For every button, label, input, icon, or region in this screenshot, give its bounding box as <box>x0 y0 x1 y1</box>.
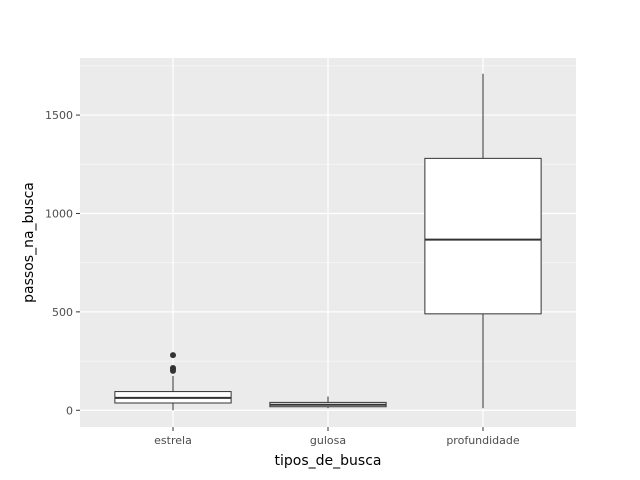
y-axis-title: passos_na_busca <box>21 182 37 303</box>
y-tick-label: 1500 <box>45 109 73 122</box>
box-body <box>424 157 542 315</box>
x-axis-title: tipos_de_busca <box>275 453 382 469</box>
x-tick-label-estrela: estrela <box>154 434 192 447</box>
axes: 0 500 1000 1500 estrela gulosa profundidade <box>45 109 520 447</box>
box-gulosa <box>269 396 387 409</box>
x-tick-label-profundidade: profundidade <box>446 434 520 447</box>
x-tick-label-gulosa: gulosa <box>310 434 346 447</box>
y-tick-label: 1000 <box>45 207 73 220</box>
box-estrela <box>114 352 232 411</box>
outlier-point <box>170 364 176 371</box>
outlier-point <box>170 352 176 359</box>
y-tick-label: 500 <box>52 306 73 319</box>
box-series <box>114 73 542 411</box>
y-tick-label: 0 <box>66 404 73 417</box>
box-profundidade <box>424 73 542 409</box>
